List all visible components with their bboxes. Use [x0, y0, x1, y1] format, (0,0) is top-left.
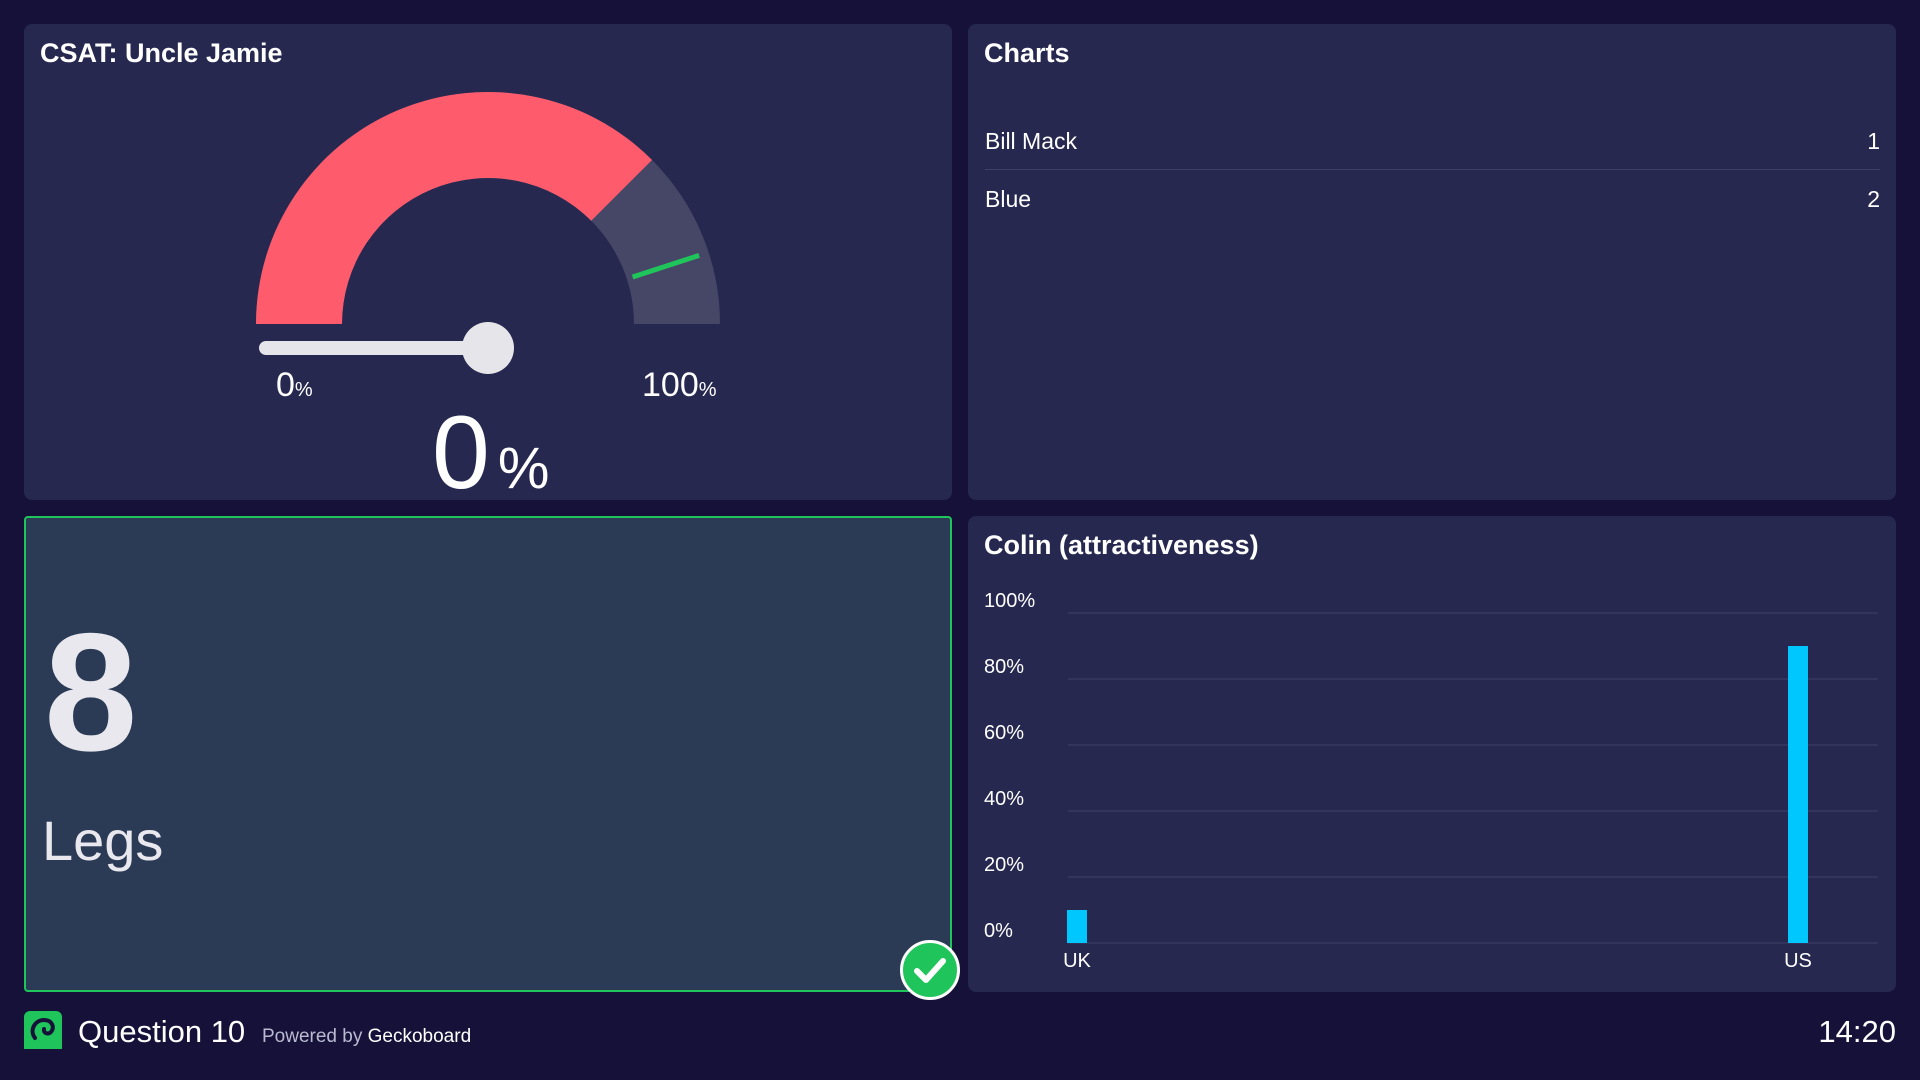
widget-title: Charts	[984, 38, 1070, 68]
gauge-chart	[256, 91, 720, 374]
bar-uk	[1067, 910, 1087, 943]
list-item-value: 1	[1867, 128, 1880, 154]
bar-chart-widget: Colin (attractiveness) 0% 20% 40% 60% 80% 100…	[968, 516, 1896, 992]
y-tick-label: 0%	[984, 920, 1013, 942]
y-tick-label: 80%	[984, 656, 1024, 678]
list-item: Blue 2	[985, 171, 1880, 227]
list-item-label: Blue	[985, 185, 1032, 212]
number-value: 8	[44, 598, 138, 786]
number-label: Legs	[42, 809, 164, 872]
y-tick-label: 100%	[984, 590, 1035, 612]
y-tick-label: 40%	[984, 788, 1024, 810]
chart-title: Colin (attractiveness)	[984, 530, 1259, 560]
widget-title: CSAT: Uncle Jamie	[40, 38, 283, 68]
gauge-value: 0%	[432, 395, 550, 511]
geckoboard-logo-icon	[24, 1011, 62, 1049]
x-tick-label: UK	[1063, 950, 1091, 972]
list-item-value: 2	[1867, 185, 1880, 212]
gauge-target-marker	[631, 253, 700, 280]
gauge-needle-knob	[462, 322, 514, 374]
gauge-fill	[256, 91, 653, 324]
dashboard-title: Question 10	[78, 1014, 246, 1049]
list-item-label: Bill Mack	[985, 128, 1078, 154]
list-item: Bill Mack 1	[985, 114, 1880, 170]
gauge-min-label: 0%	[276, 366, 313, 404]
gauge-max-label: 100%	[642, 366, 717, 404]
charts-list-widget: Charts Bill Mack 1 Blue 2	[968, 24, 1896, 500]
check-icon	[914, 958, 946, 983]
bar-us	[1788, 646, 1808, 943]
number-widget: 8 Legs	[24, 516, 952, 992]
bar-chart: 0% 20% 40% 60% 80% 100% UK US	[984, 590, 1878, 972]
status-badge	[900, 940, 960, 1000]
y-tick-label: 20%	[984, 854, 1024, 876]
x-tick-label: US	[1784, 950, 1812, 972]
clock: 14:20	[1818, 1014, 1896, 1049]
powered-by: Powered by Geckoboard	[262, 1026, 472, 1047]
y-tick-label: 60%	[984, 722, 1024, 744]
csat-gauge-widget: CSAT: Uncle Jamie 0% 100% 0%	[24, 24, 952, 511]
